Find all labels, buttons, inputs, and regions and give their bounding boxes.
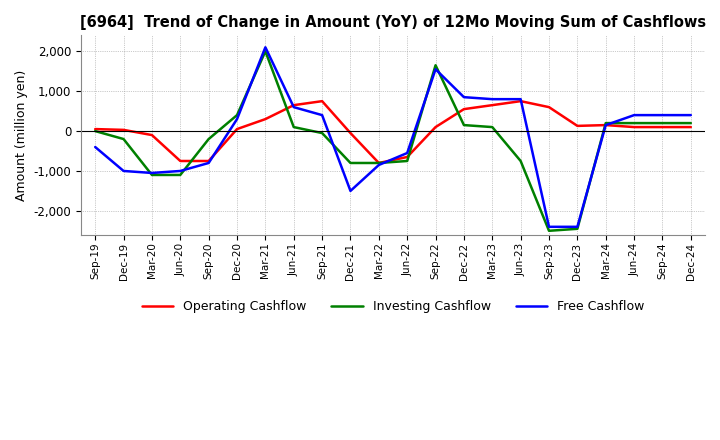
Operating Cashflow: [658, 125, 667, 130]
Legend: Operating Cashflow, Investing Cashflow, Free Cashflow: Operating Cashflow, Investing Cashflow, …: [137, 295, 649, 318]
Free Cashflow: [318, 113, 326, 118]
Operating Cashflow: [120, 127, 128, 132]
Operating Cashflow: [261, 117, 270, 122]
Operating Cashflow: [233, 126, 241, 132]
Investing Cashflow: [630, 121, 639, 126]
Free Cashflow: [148, 170, 156, 176]
Operating Cashflow: [176, 158, 184, 164]
Investing Cashflow: [91, 128, 99, 134]
Operating Cashflow: [488, 103, 497, 108]
Free Cashflow: [630, 113, 639, 118]
Free Cashflow: [545, 224, 554, 229]
Free Cashflow: [261, 45, 270, 50]
Investing Cashflow: [204, 136, 213, 142]
Line: Free Cashflow: Free Cashflow: [95, 48, 690, 227]
Investing Cashflow: [658, 121, 667, 126]
Investing Cashflow: [459, 122, 468, 128]
Investing Cashflow: [403, 158, 412, 164]
Investing Cashflow: [488, 125, 497, 130]
Free Cashflow: [658, 113, 667, 118]
Operating Cashflow: [630, 125, 639, 130]
Investing Cashflow: [686, 121, 695, 126]
Free Cashflow: [176, 169, 184, 174]
Investing Cashflow: [516, 158, 525, 164]
Free Cashflow: [459, 95, 468, 100]
Operating Cashflow: [573, 123, 582, 128]
Free Cashflow: [289, 104, 298, 110]
Operating Cashflow: [374, 160, 383, 165]
Operating Cashflow: [318, 99, 326, 104]
Operating Cashflow: [545, 104, 554, 110]
Operating Cashflow: [148, 132, 156, 138]
Free Cashflow: [374, 162, 383, 168]
Line: Operating Cashflow: Operating Cashflow: [95, 101, 690, 163]
Investing Cashflow: [261, 49, 270, 54]
Investing Cashflow: [176, 172, 184, 178]
Free Cashflow: [516, 96, 525, 102]
Y-axis label: Amount (million yen): Amount (million yen): [15, 70, 28, 201]
Free Cashflow: [120, 169, 128, 174]
Free Cashflow: [686, 113, 695, 118]
Investing Cashflow: [431, 62, 440, 68]
Investing Cashflow: [573, 226, 582, 231]
Operating Cashflow: [601, 122, 610, 128]
Operating Cashflow: [459, 106, 468, 112]
Investing Cashflow: [545, 228, 554, 234]
Free Cashflow: [204, 160, 213, 165]
Investing Cashflow: [601, 121, 610, 126]
Free Cashflow: [346, 188, 355, 194]
Investing Cashflow: [289, 125, 298, 130]
Line: Investing Cashflow: Investing Cashflow: [95, 51, 690, 231]
Free Cashflow: [431, 66, 440, 72]
Operating Cashflow: [204, 158, 213, 164]
Investing Cashflow: [233, 113, 241, 118]
Operating Cashflow: [686, 125, 695, 130]
Operating Cashflow: [346, 130, 355, 136]
Free Cashflow: [488, 96, 497, 102]
Operating Cashflow: [91, 126, 99, 132]
Free Cashflow: [403, 150, 412, 156]
Free Cashflow: [233, 117, 241, 122]
Operating Cashflow: [289, 103, 298, 108]
Investing Cashflow: [374, 160, 383, 165]
Investing Cashflow: [346, 160, 355, 165]
Free Cashflow: [573, 224, 582, 229]
Operating Cashflow: [403, 154, 412, 160]
Free Cashflow: [91, 144, 99, 150]
Investing Cashflow: [318, 130, 326, 136]
Free Cashflow: [601, 122, 610, 128]
Title: [6964]  Trend of Change in Amount (YoY) of 12Mo Moving Sum of Cashflows: [6964] Trend of Change in Amount (YoY) o…: [80, 15, 706, 30]
Operating Cashflow: [431, 125, 440, 130]
Investing Cashflow: [120, 136, 128, 142]
Operating Cashflow: [516, 99, 525, 104]
Investing Cashflow: [148, 172, 156, 178]
